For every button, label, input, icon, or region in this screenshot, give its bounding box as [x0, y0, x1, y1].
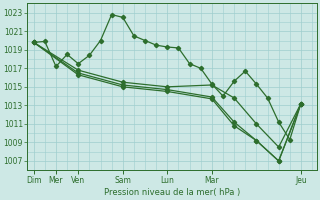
X-axis label: Pression niveau de la mer( hPa ): Pression niveau de la mer( hPa ) — [104, 188, 240, 197]
